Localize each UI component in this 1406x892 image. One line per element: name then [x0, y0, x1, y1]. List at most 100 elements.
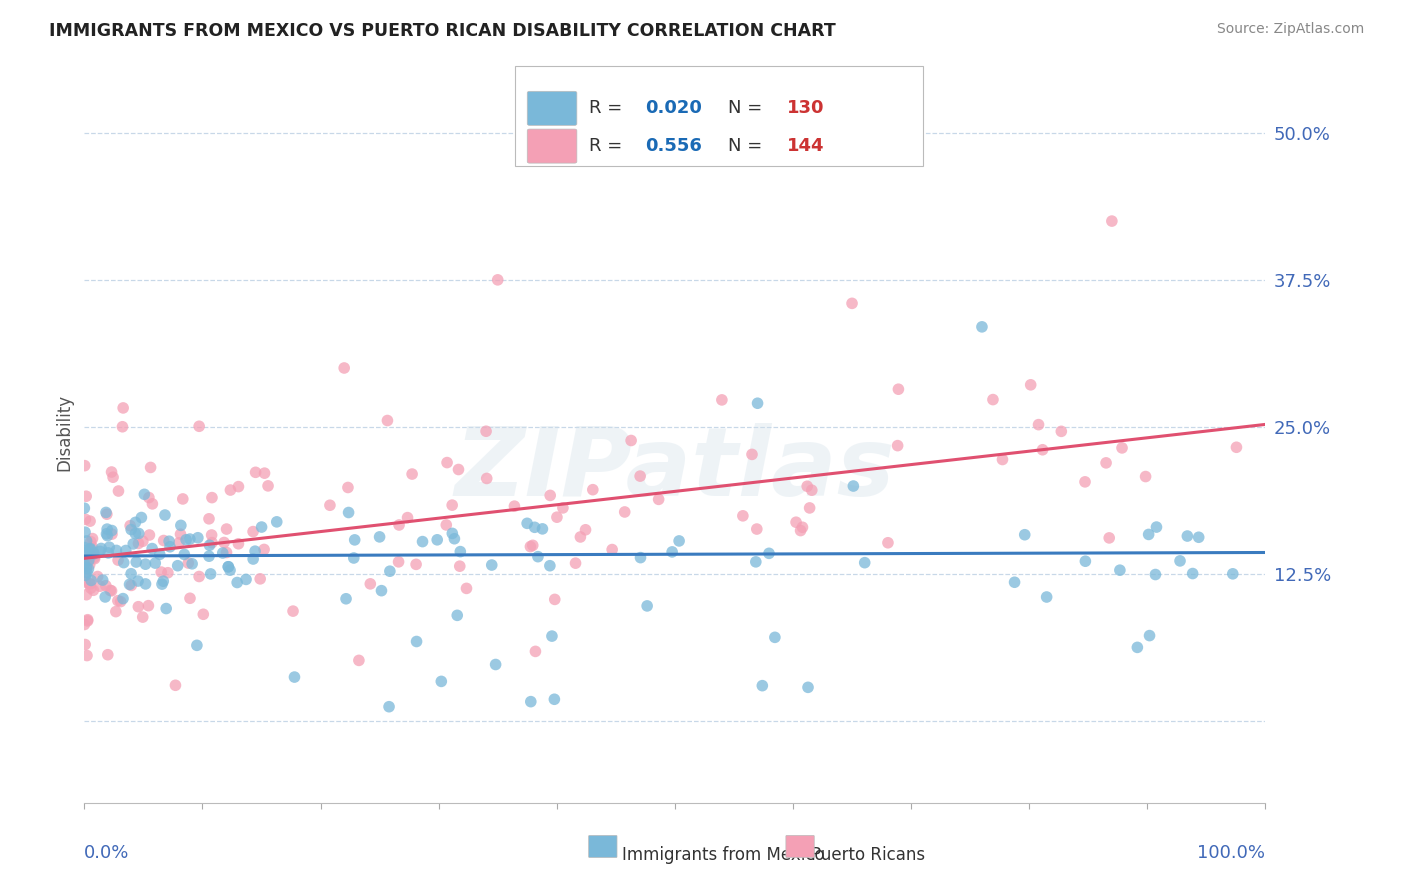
Point: [107, 593, 129, 607]
Point: [405, 558, 427, 572]
Point: [378, 564, 401, 578]
Point: [181, 557, 204, 571]
Point: [347, 653, 370, 667]
Point: [253, 466, 276, 480]
Point: [132, 534, 155, 549]
Point: [75, 512, 97, 526]
Point: [73, 501, 96, 516]
Point: [97, 546, 120, 560]
Point: [188, 569, 211, 583]
Point: [242, 524, 264, 539]
Point: [75, 588, 97, 602]
Point: [120, 578, 142, 592]
Point: [127, 599, 149, 614]
Point: [538, 558, 561, 573]
Point: [283, 670, 305, 684]
Point: [101, 470, 124, 484]
Point: [98, 540, 121, 554]
Point: [80, 581, 103, 595]
Point: [80, 574, 103, 588]
Point: [886, 439, 908, 453]
Point: [75, 489, 97, 503]
Point: [219, 483, 242, 497]
Point: [519, 540, 541, 554]
Point: [198, 512, 221, 526]
Point: [172, 491, 194, 506]
Point: [79, 577, 101, 591]
Point: [174, 533, 197, 547]
Point: [173, 548, 195, 562]
Point: [600, 542, 623, 557]
FancyBboxPatch shape: [516, 66, 922, 166]
Point: [981, 392, 1004, 407]
Point: [1035, 590, 1057, 604]
Point: [792, 520, 814, 534]
Point: [546, 510, 568, 524]
Point: [128, 526, 150, 541]
Point: [122, 537, 145, 551]
Point: [1032, 442, 1054, 457]
Point: [447, 462, 470, 476]
Point: [132, 610, 155, 624]
Point: [335, 591, 357, 606]
Point: [333, 361, 356, 376]
Point: [153, 508, 176, 522]
Point: [215, 522, 238, 536]
Point: [1101, 214, 1123, 228]
Point: [138, 528, 160, 542]
Point: [475, 424, 498, 438]
Point: [114, 543, 136, 558]
Point: [336, 481, 359, 495]
Point: [620, 434, 643, 448]
Point: [83, 547, 105, 561]
Text: ZIPatlas: ZIPatlas: [454, 423, 896, 516]
Point: [531, 522, 554, 536]
Point: [1050, 425, 1073, 439]
Point: [630, 550, 652, 565]
Text: 100.0%: 100.0%: [1198, 844, 1265, 862]
Point: [564, 556, 586, 570]
Point: [198, 549, 221, 564]
Point: [449, 559, 471, 574]
Point: [94, 579, 117, 593]
Point: [1004, 575, 1026, 590]
Point: [80, 534, 103, 549]
Point: [127, 574, 149, 588]
Point: [169, 527, 191, 541]
Point: [343, 551, 366, 566]
Point: [76, 533, 98, 548]
Point: [731, 508, 754, 523]
Point: [143, 556, 166, 570]
Point: [217, 559, 239, 574]
Point: [124, 526, 146, 541]
Point: [83, 551, 105, 566]
Point: [319, 498, 342, 512]
Point: [96, 507, 118, 521]
Point: [77, 553, 100, 567]
Point: [73, 458, 96, 473]
Point: [343, 533, 366, 547]
Point: [456, 582, 478, 596]
Point: [76, 613, 98, 627]
Point: [150, 565, 173, 579]
Point: [105, 543, 128, 558]
Text: IMMIGRANTS FROM MEXICO VS PUERTO RICAN DISABILITY CORRELATION CHART: IMMIGRANTS FROM MEXICO VS PUERTO RICAN D…: [49, 22, 837, 40]
Point: [522, 538, 544, 552]
Point: [486, 273, 509, 287]
Point: [441, 498, 464, 512]
Point: [134, 558, 156, 572]
Text: N =: N =: [728, 137, 768, 155]
Point: [125, 555, 148, 569]
Point: [79, 514, 101, 528]
Point: [96, 529, 118, 543]
Point: [82, 583, 104, 598]
Point: [201, 528, 224, 542]
Point: [79, 577, 101, 591]
Point: [82, 532, 104, 546]
Point: [141, 541, 163, 556]
Point: [150, 577, 173, 591]
Point: [797, 681, 820, 695]
Point: [368, 530, 391, 544]
Point: [543, 692, 565, 706]
Point: [887, 382, 910, 396]
